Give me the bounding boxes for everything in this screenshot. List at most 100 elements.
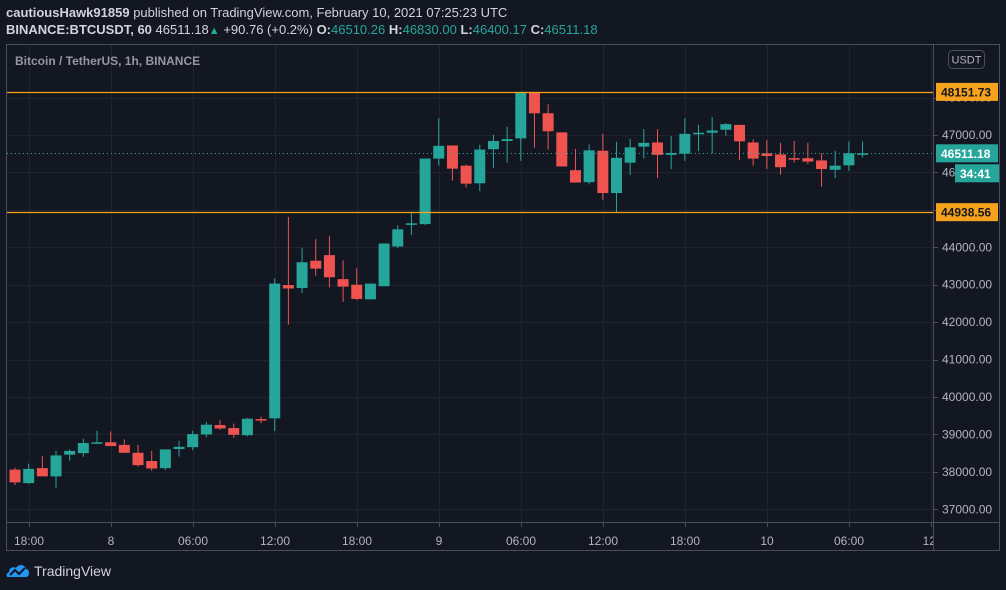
candle-body (337, 279, 349, 287)
candle-up (720, 123, 732, 136)
candle-down (446, 145, 458, 181)
candle-body (228, 428, 240, 435)
candle-down (255, 416, 267, 424)
candle-body (351, 284, 363, 299)
candle-body (501, 139, 513, 141)
low-value: 46400.17 (472, 22, 527, 37)
candle-body (816, 160, 828, 170)
svg-text:44938.56: 44938.56 (941, 206, 991, 220)
candle-down (816, 153, 828, 187)
tradingview-logo[interactable]: TradingView (6, 563, 111, 579)
candle-down (761, 140, 773, 170)
candle-up (173, 440, 185, 457)
candle-down (9, 467, 21, 485)
close-value: 46511.18 (544, 22, 598, 37)
candle-up (378, 243, 390, 287)
candle-up (706, 117, 718, 154)
support-price-tag: 44938.56 (936, 203, 998, 222)
candle-up (269, 278, 281, 432)
candle-body (569, 170, 581, 183)
candle-body (460, 165, 472, 184)
candle-body (679, 133, 691, 154)
candle-up (857, 141, 869, 158)
candle-body (747, 142, 759, 159)
chart-grid (7, 45, 933, 522)
candle-body (364, 283, 376, 300)
price-tick-label: 39000.00 (942, 427, 992, 441)
horizontal-levels[interactable] (7, 91, 933, 214)
candle-body (132, 452, 144, 466)
close-label: C: (530, 22, 545, 37)
publish-info: cautiousHawk91859 published on TradingVi… (6, 5, 507, 20)
candle-body (528, 91, 540, 114)
chart-title: Bitcoin / TetherUS, 1h, BINANCE (15, 54, 200, 68)
candle-up (241, 417, 253, 437)
candle-down (118, 439, 130, 453)
candle-body (693, 132, 704, 135)
candle-up (829, 150, 841, 179)
time-tick-label: 12:00 (260, 534, 290, 548)
candle-up (665, 136, 677, 170)
candle-down (146, 450, 158, 471)
candle-body (583, 150, 595, 183)
candle-body (378, 243, 390, 287)
candle-down (747, 139, 759, 166)
candles (9, 91, 869, 489)
candle-body (105, 442, 117, 447)
candle-up (200, 422, 212, 438)
candle-down (214, 420, 226, 430)
candle-up (474, 144, 486, 192)
symbol-label: BINANCE:BTCUSDT, 60 (6, 22, 152, 37)
currency-badge[interactable]: USDT (948, 50, 985, 69)
candle-body (9, 469, 21, 483)
candle-body (734, 124, 746, 142)
candle-down (132, 444, 144, 467)
open-value: 46510.26 (331, 22, 386, 37)
candle-body (761, 153, 773, 156)
candle-body (487, 140, 499, 150)
candle-body (446, 145, 458, 169)
candle-up (624, 138, 636, 176)
candle-up (91, 430, 103, 444)
svg-text:34:41: 34:41 (960, 167, 991, 181)
price-tick-label: 47000.00 (942, 128, 992, 142)
candle-body (638, 142, 650, 147)
candle-up (50, 450, 62, 489)
candle-up (501, 126, 513, 163)
candle-down (556, 132, 568, 167)
candle-down (228, 423, 240, 438)
candle-body (187, 434, 199, 448)
time-tick-label: 12:00 (588, 534, 618, 548)
candle-down (528, 91, 540, 148)
time-tick-label: 18:00 (670, 534, 700, 548)
candle-body (775, 154, 787, 168)
candle-up (583, 144, 595, 185)
time-axis[interactable]: 18:00 8 06:00 12:00 18:00 9 06:00 12:00 18:00 10 0… (14, 523, 999, 551)
candle-up (843, 141, 855, 171)
high-value: 46830.00 (402, 22, 457, 37)
publisher-name[interactable]: cautiousHawk91859 (6, 5, 130, 20)
time-tick-label: 06:00 (834, 534, 864, 548)
current-price-tag: 46511.18 (936, 144, 998, 163)
candle-down (734, 124, 746, 161)
change-up-arrow-icon: ▲ (208, 25, 220, 37)
candle-body (310, 260, 322, 269)
candle-body (788, 158, 800, 160)
candle-body (843, 153, 855, 166)
candle-up (64, 449, 76, 461)
candle-body (64, 450, 76, 455)
candle-body (214, 425, 226, 429)
chart-frame (6, 44, 1000, 551)
axis-corner (934, 523, 999, 550)
open-label: O: (316, 22, 332, 37)
time-tick-label: 10 (760, 534, 774, 548)
candle-down (569, 148, 581, 183)
candle-body (829, 165, 841, 170)
candle-up (296, 247, 308, 293)
candle-down (105, 431, 117, 447)
candle-up (679, 118, 691, 161)
currency-badge-label: USDT (952, 55, 982, 67)
published-text: published on TradingView.com, February 1… (129, 5, 508, 20)
price-tick-label: 38000.00 (942, 465, 992, 479)
